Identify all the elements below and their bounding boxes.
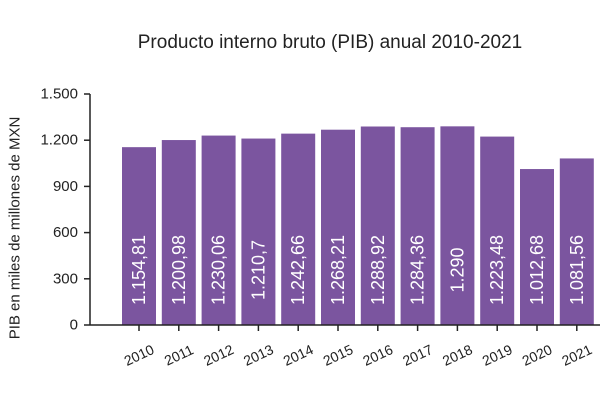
bar-data-label: 1.288,92 <box>368 235 388 305</box>
bar <box>281 133 316 325</box>
bar <box>440 126 475 325</box>
y-tick-label: 600 <box>53 224 78 241</box>
x-tick-label: 2018 <box>440 341 475 369</box>
bar-data-label: 1.268,21 <box>328 235 348 305</box>
bar <box>400 127 435 325</box>
x-tick-label: 2012 <box>201 341 236 369</box>
x-tick-label: 2017 <box>400 341 435 369</box>
y-tick-label: 900 <box>53 178 78 195</box>
chart-title: Producto interno bruto (PIB) anual 2010-… <box>137 32 523 53</box>
bar-data-label: 1.210,7 <box>248 240 268 300</box>
bar-data-label: 1.200,98 <box>169 235 189 305</box>
x-tick-label: 2021 <box>559 341 594 369</box>
bar-data-label: 1.154,81 <box>129 235 149 305</box>
x-tick-label: 2010 <box>122 341 157 369</box>
bar <box>559 158 594 325</box>
bar <box>360 126 395 325</box>
bar-data-label: 1.284,36 <box>408 235 428 305</box>
bar <box>520 169 554 325</box>
y-tick-label: 300 <box>53 270 78 287</box>
x-tick-label: 2013 <box>241 341 276 369</box>
bar <box>241 138 276 325</box>
x-tick-label: 2016 <box>360 341 395 369</box>
bar <box>321 129 355 325</box>
bar-data-label: 1.242,66 <box>288 235 308 305</box>
y-tick-label: 1.200 <box>40 132 78 149</box>
x-tick-label: 2011 <box>162 341 196 368</box>
x-tick-label: 2020 <box>520 341 555 369</box>
x-tick-label: 2014 <box>281 341 316 369</box>
bar-data-label: 1.081,56 <box>567 235 587 305</box>
y-tick-label: 0 <box>70 317 78 334</box>
y-tick-label: 1.500 <box>40 86 78 103</box>
bar-data-label: 1.012,68 <box>527 235 547 305</box>
bar <box>161 140 196 325</box>
x-tick-label: 2015 <box>321 341 356 369</box>
bar-data-label: 1.223,48 <box>487 235 507 305</box>
bar <box>480 136 515 325</box>
bar-data-label: 1.290 <box>447 247 467 292</box>
x-tick-label: 2019 <box>480 341 515 369</box>
bar-data-label: 1.230,06 <box>209 235 229 305</box>
bar <box>201 135 236 325</box>
bar <box>122 147 156 325</box>
